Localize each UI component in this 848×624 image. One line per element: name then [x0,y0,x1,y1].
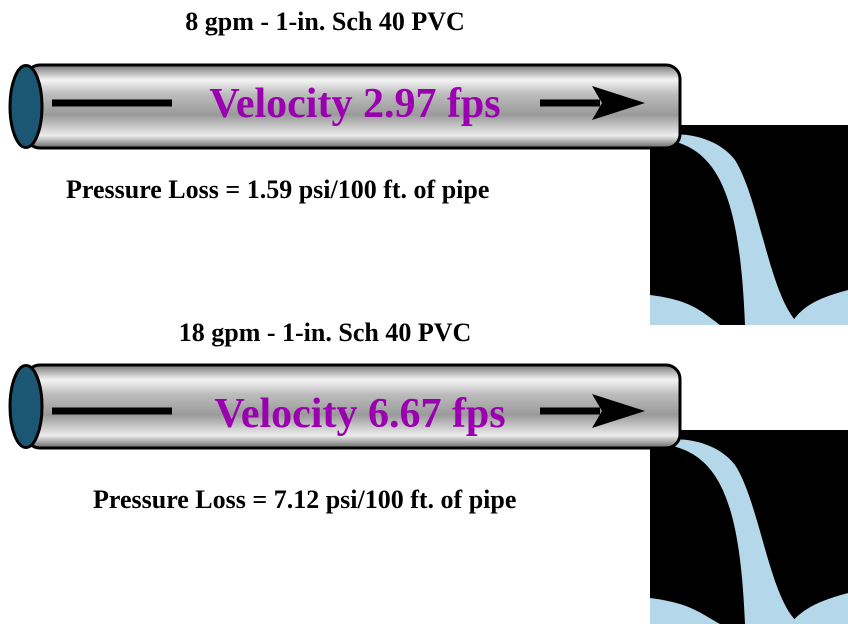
pipe-end [8,364,44,449]
water-splash [650,593,848,624]
panel: 8 gpm - 1-in. Sch 40 PVC Velocity 2.97 f… [8,7,848,325]
pressure-loss: Pressure Loss = 7.12 psi/100 ft. of pipe [93,485,516,514]
panel: 18 gpm - 1-in. Sch 40 PVC Velocity 6.67 … [8,318,848,624]
velocity-label: Velocity 2.97 fps [209,81,500,127]
water-splash [650,290,848,325]
water-stream [668,134,800,325]
velocity-label: Velocity 6.67 fps [214,391,505,437]
panel-title: 8 gpm - 1-in. Sch 40 PVC [185,7,465,36]
arrow-head [592,86,645,120]
panel-title: 18 gpm - 1-in. Sch 40 PVC [179,318,472,347]
pipe-end [8,64,44,149]
arrow-head [592,394,645,428]
pressure-loss: Pressure Loss = 1.59 psi/100 ft. of pipe [66,175,489,204]
water-stream [668,439,800,624]
